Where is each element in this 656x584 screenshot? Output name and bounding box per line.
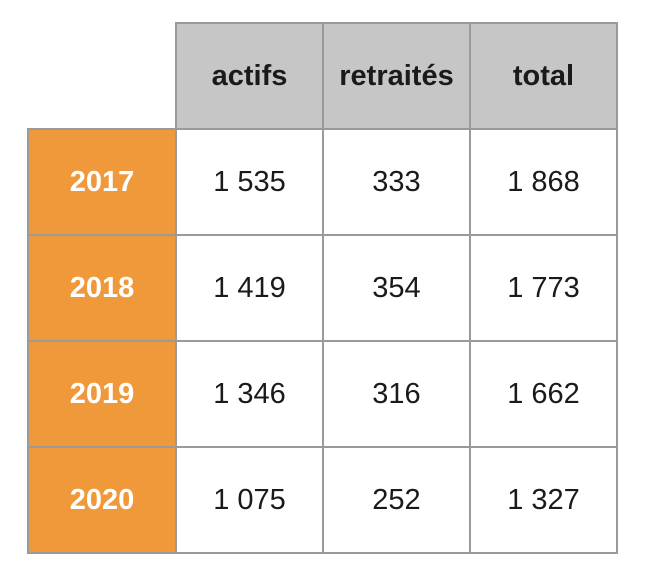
data-table-container: actifs retraités total 2017 1 535 333 1 … (27, 22, 618, 554)
cell-actifs: 1 346 (175, 340, 324, 448)
table-row: 2019 1 346 316 1 662 (27, 340, 618, 448)
column-header-total: total (469, 22, 618, 130)
table-row: 2018 1 419 354 1 773 (27, 234, 618, 342)
table-row: 2017 1 535 333 1 868 (27, 128, 618, 236)
cell-actifs: 1 535 (175, 128, 324, 236)
cell-actifs: 1 075 (175, 446, 324, 554)
row-header-year: 2017 (27, 128, 177, 236)
column-header-actifs: actifs (175, 22, 324, 130)
cell-retraites: 316 (322, 340, 471, 448)
cell-retraites: 354 (322, 234, 471, 342)
column-header-retraites: retraités (322, 22, 471, 130)
row-header-year: 2020 (27, 446, 177, 554)
corner-cell (28, 23, 176, 129)
data-table: actifs retraités total 2017 1 535 333 1 … (27, 22, 618, 554)
cell-total: 1 662 (469, 340, 618, 448)
cell-total: 1 327 (469, 446, 618, 554)
table-row: 2020 1 075 252 1 327 (27, 446, 618, 554)
cell-total: 1 773 (469, 234, 618, 342)
cell-retraites: 333 (322, 128, 471, 236)
row-header-year: 2019 (27, 340, 177, 448)
cell-retraites: 252 (322, 446, 471, 554)
row-header-year: 2018 (27, 234, 177, 342)
cell-total: 1 868 (469, 128, 618, 236)
cell-actifs: 1 419 (175, 234, 324, 342)
header-row: actifs retraités total (28, 22, 618, 130)
